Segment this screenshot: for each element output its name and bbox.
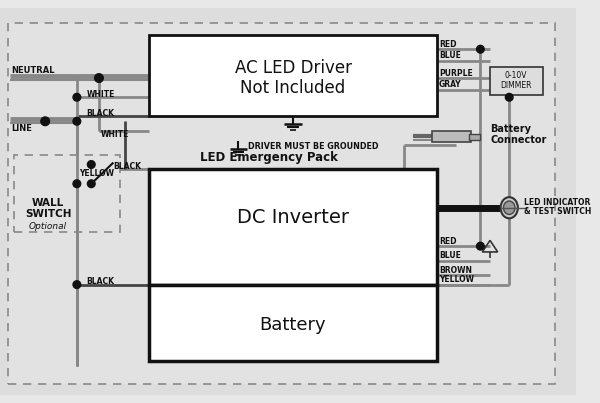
- Text: NEUTRAL: NEUTRAL: [11, 66, 55, 75]
- Text: BLACK: BLACK: [86, 277, 115, 286]
- Text: Connector: Connector: [490, 135, 547, 145]
- Text: PURPLE: PURPLE: [439, 69, 473, 78]
- Text: SWITCH: SWITCH: [25, 210, 71, 220]
- Ellipse shape: [500, 197, 518, 218]
- Text: LINE: LINE: [11, 125, 32, 133]
- Circle shape: [73, 117, 81, 125]
- Ellipse shape: [503, 201, 515, 214]
- Text: BLACK: BLACK: [113, 162, 142, 171]
- Circle shape: [73, 281, 81, 289]
- Circle shape: [88, 180, 95, 187]
- Bar: [469, 134, 481, 139]
- Circle shape: [41, 117, 49, 126]
- Text: Not Included: Not Included: [241, 79, 346, 97]
- Circle shape: [476, 242, 484, 250]
- Bar: [433, 131, 471, 142]
- Text: & TEST SWITCH: & TEST SWITCH: [524, 207, 591, 216]
- Text: RED: RED: [439, 237, 457, 246]
- Text: WHITE: WHITE: [86, 90, 115, 99]
- Text: YELLOW: YELLOW: [79, 169, 114, 178]
- Text: WHITE: WHITE: [101, 130, 129, 139]
- Text: DC Inverter: DC Inverter: [237, 208, 349, 227]
- Text: RED: RED: [439, 40, 457, 49]
- Bar: [149, 35, 437, 116]
- Text: BLACK: BLACK: [86, 109, 115, 118]
- Text: 0-10V: 0-10V: [505, 71, 527, 80]
- Bar: [14, 155, 120, 232]
- Text: BROWN: BROWN: [439, 266, 472, 275]
- Text: YELLOW: YELLOW: [439, 275, 474, 284]
- Text: Battery: Battery: [490, 124, 531, 134]
- Circle shape: [505, 93, 513, 101]
- Text: GRAY: GRAY: [439, 80, 462, 89]
- Text: LED Emergency Pack: LED Emergency Pack: [200, 151, 338, 164]
- Text: Battery: Battery: [260, 316, 326, 334]
- Circle shape: [73, 180, 81, 187]
- Text: DRIVER MUST BE GROUNDED: DRIVER MUST BE GROUNDED: [248, 142, 379, 151]
- Text: DIMMER: DIMMER: [500, 81, 532, 90]
- Text: LED INDICATOR: LED INDICATOR: [524, 198, 590, 208]
- Text: WALL: WALL: [32, 198, 64, 208]
- Bar: [490, 66, 543, 96]
- Circle shape: [73, 93, 81, 101]
- Text: AC LED Driver: AC LED Driver: [235, 59, 352, 77]
- Circle shape: [88, 161, 95, 168]
- Bar: [149, 285, 437, 361]
- Circle shape: [476, 46, 484, 53]
- Text: BLUE: BLUE: [439, 52, 461, 60]
- Bar: [149, 169, 437, 285]
- Text: BLUE: BLUE: [439, 251, 461, 260]
- Circle shape: [95, 74, 103, 82]
- Text: Optional: Optional: [29, 222, 67, 231]
